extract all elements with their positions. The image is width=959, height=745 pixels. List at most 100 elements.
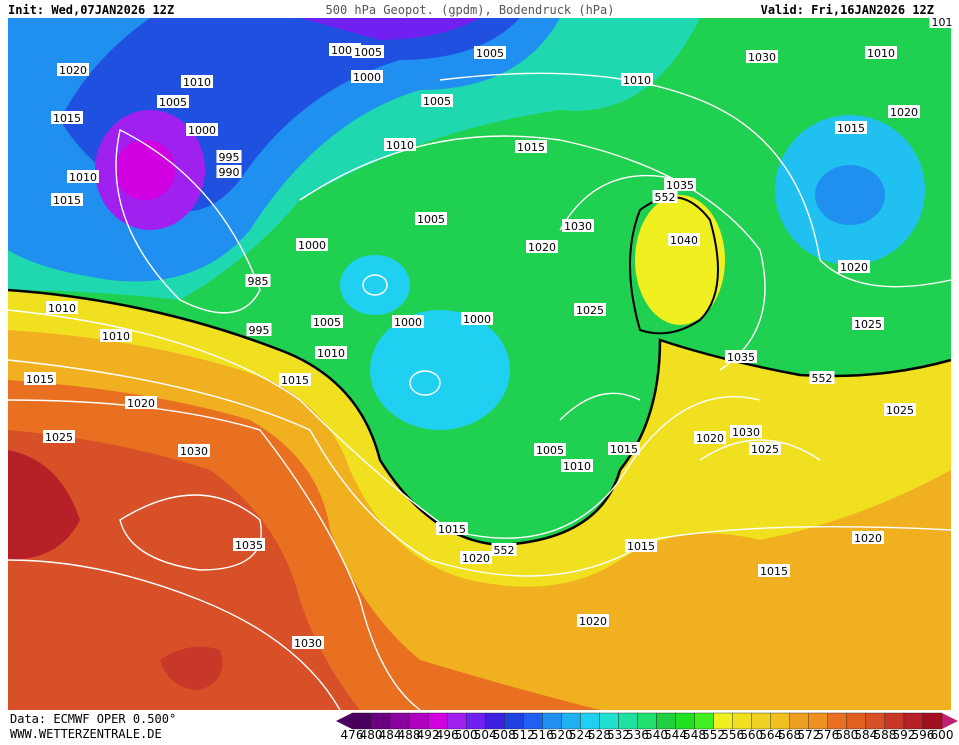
colorbar-bin [846, 712, 867, 730]
label-box [460, 551, 492, 564]
field [7, 18, 952, 711]
colorbar-label: 560 [740, 728, 763, 741]
isobar-label: 1010 [48, 302, 76, 315]
label-box [749, 442, 781, 455]
isobar-label: 985 [248, 275, 269, 288]
isobar-label: 1020 [840, 261, 868, 274]
colorbar-label: 492 [417, 728, 440, 741]
isobar-label: 1000 [298, 239, 326, 252]
label-box [157, 95, 189, 108]
isobar-label: 1000 [394, 316, 422, 329]
label-box [865, 46, 897, 59]
colorbar-label: 564 [759, 728, 782, 741]
label-box [384, 138, 416, 151]
label-box [668, 233, 700, 246]
label-box [352, 45, 384, 58]
isobar-label: 1020 [890, 106, 918, 119]
colorbar: 4764804844884924965005045085125165205245… [336, 712, 958, 742]
colorbar-bin [523, 712, 543, 730]
colorbar-bin [542, 712, 562, 730]
colorbar-bin [351, 712, 372, 730]
colorbar-label: 520 [550, 728, 573, 741]
colorbar-bin [485, 712, 505, 730]
colorbar-label: 580 [835, 728, 858, 741]
colorbar-label: 524 [569, 728, 592, 741]
label-box [474, 46, 506, 59]
colorbar-label: 488 [398, 728, 421, 741]
isobar-label: 1030 [748, 51, 776, 64]
colorbar-bin [903, 712, 924, 730]
valid-time: Valid: Fri,16JAN2026 12Z [761, 3, 934, 17]
colorbar-bin [408, 712, 429, 730]
isobar-label: 1010 [183, 76, 211, 89]
isobar-label: 1020 [59, 64, 87, 77]
label-box [561, 459, 593, 472]
isobar-label: 1025 [576, 304, 604, 317]
isobar-label: 1015 [517, 141, 545, 154]
isobar-label: 1005 [536, 444, 564, 457]
colorbar-bin [580, 712, 600, 730]
isobar-label: 1025 [854, 318, 882, 331]
isobar-label: 1010 [623, 74, 651, 87]
isobar-label: 1015 [26, 373, 54, 386]
label-box [577, 614, 609, 627]
isobar-label: 1020 [579, 615, 607, 628]
label-box [279, 373, 311, 386]
colorbar-label: 484 [379, 728, 402, 741]
isobar-label: 1015 [837, 122, 865, 135]
label-box [852, 317, 884, 330]
label-box [929, 15, 955, 28]
isobar-label: 1005 [476, 47, 504, 60]
label-box [246, 323, 272, 336]
isobar-label: 1005 [313, 316, 341, 329]
label-box [725, 350, 757, 363]
colorbar-bin [675, 712, 695, 730]
colorbar-label: 516 [531, 728, 554, 741]
label-box [233, 538, 265, 551]
isobar-label: 1020 [528, 241, 556, 254]
colorbar-bin [694, 712, 714, 730]
label-box [351, 70, 383, 83]
isobar-label: 1005 [417, 213, 445, 226]
isobar-label: 1015 [760, 565, 788, 578]
label-box [534, 443, 566, 456]
isobar-label: 1035 [235, 539, 263, 552]
colorbar-bin [561, 712, 581, 730]
label-box [694, 431, 726, 444]
colorbar-label: 572 [797, 728, 820, 741]
colorbar-bin [637, 712, 657, 730]
isobar-label: 1030 [732, 426, 760, 439]
colorbar-arrow-left [336, 713, 352, 729]
label-box [608, 442, 640, 455]
colorbar-bin [922, 712, 943, 730]
isobar-label: 1000 [353, 71, 381, 84]
label-box [292, 636, 324, 649]
label-box [43, 430, 75, 443]
label-box [311, 315, 343, 328]
isobar-label: 552 [812, 372, 833, 385]
label-box [835, 121, 867, 134]
isobar-label: 1020 [462, 552, 490, 565]
label-box [758, 564, 790, 577]
label-box [574, 303, 606, 316]
label-box [51, 111, 83, 124]
colorbar-label: 536 [626, 728, 649, 741]
isobar-label: 995 [249, 324, 270, 337]
colorbar-bin [751, 712, 771, 730]
isobar-label: 1015 [627, 540, 655, 553]
isobar-label: 552 [655, 191, 676, 204]
label-box [888, 105, 920, 118]
colorbar-bin [427, 712, 448, 730]
colorbar-bin [504, 712, 524, 730]
label-box [625, 539, 657, 552]
label-box [296, 238, 328, 251]
data-source: Data: ECMWF OPER 0.500° [10, 712, 176, 726]
colorbar-label: 540 [645, 728, 668, 741]
label-box [562, 219, 594, 232]
colorbar-label: 504 [474, 728, 497, 741]
isobar-label: 1005 [159, 96, 187, 109]
colorbar-bin [389, 712, 410, 730]
colorbar-label: 548 [683, 728, 706, 741]
label-box [884, 403, 916, 416]
